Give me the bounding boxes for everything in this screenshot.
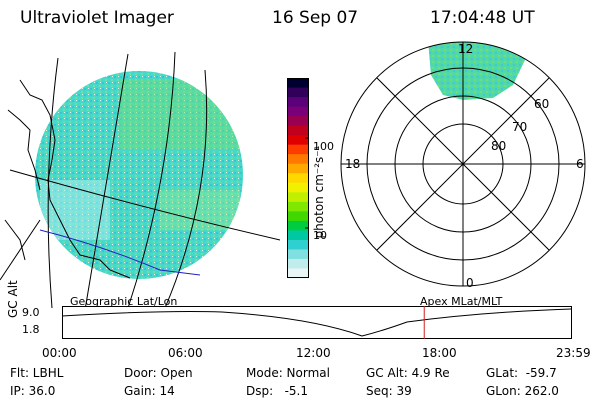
lat-label-80: 80 (491, 139, 507, 153)
polar-auroral-oval (428, 42, 525, 100)
instrument-title: Ultraviolet Imager (20, 8, 174, 28)
color-bar-segment (287, 173, 309, 184)
gain-info: Gain: 14 (124, 384, 175, 398)
filter-info: Flt: LBHL (10, 366, 64, 380)
door-info: Door: Open (124, 366, 193, 380)
color-bar-segment (287, 154, 309, 165)
timeline-y-label: GC Alt (6, 280, 20, 318)
color-bar-segment (287, 230, 309, 241)
color-bar-segment (287, 239, 309, 250)
timeline-y-tick-low: 1.8 (22, 323, 40, 336)
lat-label-70: 70 (512, 120, 528, 134)
timeline-x-tick-1: 06:00 (168, 346, 203, 360)
color-bar-segment (287, 192, 309, 203)
geographic-image (0, 51, 281, 311)
color-bar-segment (287, 258, 309, 269)
glon-info: GLon: 262.0 (486, 384, 559, 398)
seq-info: Seq: 39 (366, 384, 412, 398)
lat-label-60: 60 (534, 97, 550, 111)
timeline-right-title: Apex MLat/MLT (420, 295, 503, 308)
color-bar-segment (287, 97, 309, 108)
color-bar-segment (287, 135, 309, 146)
time-label: 17:04:48 UT (430, 8, 535, 28)
altitude-curve (61, 308, 572, 337)
colorbar-tick-100: 100 (313, 140, 334, 153)
color-bar-segment (287, 144, 309, 155)
color-bar-segment (287, 87, 309, 98)
color-bar-segment (287, 182, 309, 193)
dsp-info: Dsp: -5.1 (246, 384, 309, 398)
timeline-y-tick-high: 9.0 (22, 306, 40, 319)
color-bar-segment (287, 201, 309, 212)
mlt-label-18: 18 (345, 157, 361, 171)
color-bar-segment (287, 116, 309, 127)
timeline-x-tick-3: 18:00 (422, 346, 457, 360)
mlt-label-12: 12 (458, 42, 474, 56)
color-bar-segment (287, 106, 309, 117)
timeline-x-tick-2: 12:00 (296, 346, 331, 360)
color-bar-border (287, 78, 309, 278)
mlt-label-0: 0 (466, 276, 474, 290)
gc-alt-info: GC Alt: 4.9 Re (366, 366, 450, 380)
color-bar-segment (287, 163, 309, 174)
date-label: 16 Sep 07 (272, 8, 359, 28)
mode-info: Mode: Normal (246, 366, 330, 380)
color-bar-segment (287, 249, 309, 260)
timeline-x-tick-4: 23:59 (556, 346, 591, 360)
color-bar-segment (287, 220, 309, 231)
glat-info: GLat: -59.7 (486, 366, 557, 380)
color-bar (287, 78, 309, 279)
mlt-label-6: 6 (576, 157, 584, 171)
color-bar-segment (287, 268, 309, 279)
timeline-left-title: Geographic Lat/Lon (70, 295, 178, 308)
colorbar-label: photon cm⁻²s⁻¹ (312, 145, 326, 239)
colorbar-tick-10: 10 (313, 229, 327, 242)
color-bar-segment (287, 125, 309, 136)
polar-plot (340, 41, 586, 287)
color-bar-segment (287, 78, 309, 89)
ip-info: IP: 36.0 (10, 384, 56, 398)
color-bar-segment (287, 211, 309, 222)
altitude-timeline (61, 306, 572, 339)
timeline-x-tick-0: 00:00 (42, 346, 77, 360)
